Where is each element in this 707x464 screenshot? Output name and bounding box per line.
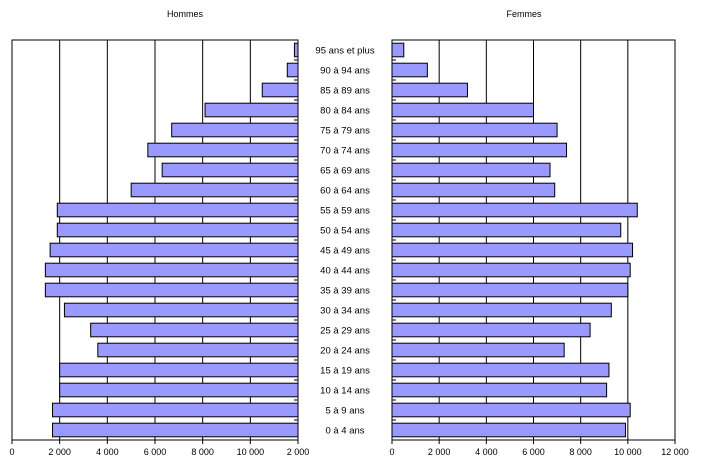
hommes-bar <box>90 322 299 338</box>
hommes-bar <box>63 302 299 318</box>
hommes-bar <box>161 162 299 178</box>
hommes-bar <box>171 122 299 138</box>
left-x-tick-label: 0 <box>9 447 14 457</box>
femmes-bar <box>391 282 629 298</box>
hommes-bar <box>52 402 299 418</box>
hommes-bar <box>52 422 299 438</box>
hommes-bar <box>59 382 299 398</box>
hommes-bar <box>56 202 299 218</box>
age-group-label: 40 à 44 ans <box>320 266 370 277</box>
hommes-bar <box>49 242 299 258</box>
femmes-bar <box>391 382 608 398</box>
age-group-label: 95 ans et plus <box>315 46 374 57</box>
age-group-label: 90 à 94 ans <box>320 66 370 77</box>
femmes-bar <box>391 162 551 178</box>
femmes-bar <box>391 122 558 138</box>
hommes-bar <box>44 282 299 298</box>
right-x-tick-label: 8 000 <box>569 447 592 457</box>
hommes-bar <box>59 362 299 378</box>
femmes-bar <box>391 62 428 78</box>
femmes-bar <box>391 102 534 118</box>
hommes-bar <box>293 42 299 58</box>
right-x-tick-label: 10 000 <box>614 447 642 457</box>
hommes-bar <box>286 62 299 78</box>
age-group-label: 15 à 19 ans <box>320 366 370 377</box>
right-x-tick-label: 6 000 <box>522 447 545 457</box>
femmes-bar <box>391 222 622 238</box>
femmes-bar <box>391 42 405 58</box>
right-x-tick-label: 2 000 <box>428 447 451 457</box>
femmes-bar <box>391 362 610 378</box>
hommes-bar <box>204 102 299 118</box>
age-group-label: 10 à 14 ans <box>320 386 370 397</box>
age-group-label: 60 à 64 ans <box>320 186 370 197</box>
age-group-label: 50 à 54 ans <box>320 226 370 237</box>
left-x-tick-label: 2 000 <box>287 447 310 457</box>
right-x-tick-label: 0 <box>389 447 394 457</box>
age-labels: 0 à 4 ans 5 à 9 ans 10 à 14 ans 15 à 19 ans… <box>315 46 374 437</box>
femmes-bar <box>391 302 612 318</box>
femmes-bar <box>391 182 556 198</box>
femmes-bar <box>391 342 565 358</box>
right-panel: 0 2 000 4 000 6 000 8 000 10 000 12 000 <box>389 39 689 457</box>
age-group-label: 20 à 24 ans <box>320 346 370 357</box>
age-group-label: 0 à 4 ans <box>325 426 364 437</box>
age-group-label: 5 à 9 ans <box>325 406 364 417</box>
right-x-tick-label: 4 000 <box>475 447 498 457</box>
hommes-bar <box>147 142 299 158</box>
right-x-tick-label: 12 000 <box>661 447 689 457</box>
left-x-tick-label: 2 000 <box>48 447 71 457</box>
hommes-bar <box>44 262 299 278</box>
age-group-label: 55 à 59 ans <box>320 206 370 217</box>
left-x-tick-label: 8 000 <box>191 447 214 457</box>
femmes-bar <box>391 202 638 218</box>
age-group-label: 30 à 34 ans <box>320 306 370 317</box>
left-panel: 2 000 10 000 8 000 6 000 4 000 2 000 0 <box>9 39 310 457</box>
left-x-tick-label: 4 000 <box>96 447 119 457</box>
age-group-label: 35 à 39 ans <box>320 286 370 297</box>
hommes-bar <box>56 222 299 238</box>
age-group-label: 70 à 74 ans <box>320 146 370 157</box>
left-x-tick-label: 10 000 <box>237 447 265 457</box>
femmes-bar <box>391 422 626 438</box>
left-x-tick-label: 6 000 <box>144 447 167 457</box>
age-group-label: 75 à 79 ans <box>320 126 370 137</box>
age-group-label: 85 à 89 ans <box>320 86 370 97</box>
femmes-bar <box>391 322 591 338</box>
hommes-bar <box>97 342 299 358</box>
age-group-label: 45 à 49 ans <box>320 246 370 257</box>
age-group-label: 65 à 69 ans <box>320 166 370 177</box>
age-group-label: 80 à 84 ans <box>320 106 370 117</box>
femmes-bar <box>391 402 631 418</box>
hommes-bar <box>130 182 299 198</box>
femmes-bar <box>391 262 631 278</box>
left-panel-title: Hommes <box>167 9 204 19</box>
femmes-bar <box>391 82 468 98</box>
hommes-bar <box>261 82 299 98</box>
femmes-bar <box>391 242 634 258</box>
femmes-bar <box>391 142 568 158</box>
right-panel-title: Femmes <box>506 9 542 19</box>
age-group-label: 25 à 29 ans <box>320 326 370 337</box>
